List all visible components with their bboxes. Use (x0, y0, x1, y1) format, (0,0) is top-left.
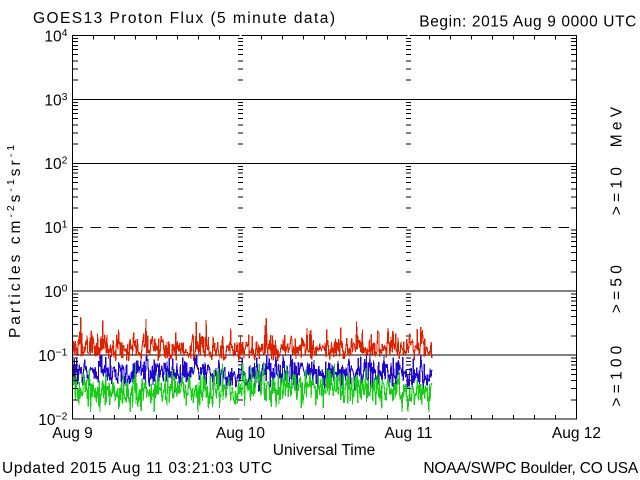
svg-text:GOES13 Proton Flux (5 minute d: GOES13 Proton Flux (5 minute data) (33, 10, 336, 27)
svg-text:>=50: >=50 (609, 261, 626, 313)
svg-text:Aug 11: Aug 11 (385, 425, 433, 442)
svg-text:Particles cm-2s-1sr-1: Particles cm-2s-1sr-1 (5, 142, 24, 338)
svg-text:>=100: >=100 (609, 342, 626, 407)
svg-text:Aug 9: Aug 9 (52, 425, 93, 442)
svg-text:Universal Time: Universal Time (273, 442, 376, 459)
svg-text:>=10: >=10 (609, 163, 626, 215)
svg-text:Updated 2015 Aug 11 03:21:03 U: Updated 2015 Aug 11 03:21:03 UTC (2, 460, 273, 477)
svg-text:Aug 12: Aug 12 (552, 425, 601, 442)
svg-text:MeV: MeV (609, 103, 626, 147)
svg-text:Begin: 2015 Aug 9 0000 UTC: Begin: 2015 Aug 9 0000 UTC (419, 14, 637, 31)
svg-text:NOAA/SWPC Boulder, CO USA: NOAA/SWPC Boulder, CO USA (423, 460, 639, 477)
svg-text:Aug 10: Aug 10 (216, 425, 266, 442)
